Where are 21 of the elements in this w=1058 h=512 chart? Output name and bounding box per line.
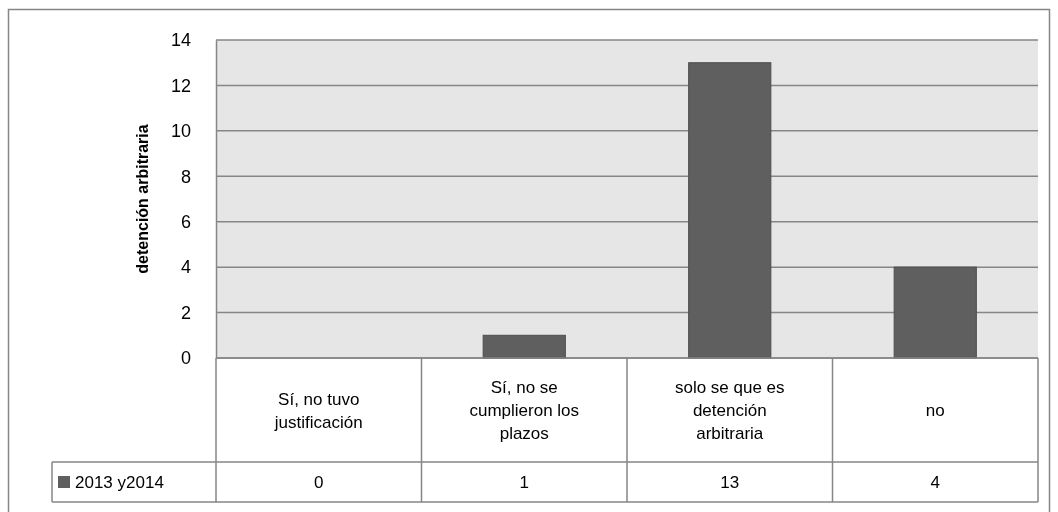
y-tick-label: 12 bbox=[170, 75, 191, 96]
x-tick-label: Sí, no se cumplieron los plazos bbox=[469, 378, 580, 443]
x-tick-label: no bbox=[925, 401, 945, 420]
x-tick-label: solo se que es detención arbitraria bbox=[674, 378, 785, 443]
data-label: 4 bbox=[930, 473, 940, 492]
bar bbox=[482, 334, 566, 359]
y-tick-label: 4 bbox=[180, 257, 191, 278]
legend-label: 2013 y2014 bbox=[75, 473, 164, 492]
y-axis-title: detención arbitraria bbox=[134, 124, 151, 274]
data-label: 0 bbox=[314, 473, 324, 492]
data-label: 1 bbox=[519, 473, 529, 492]
y-tick-label: 8 bbox=[180, 166, 191, 187]
bar bbox=[893, 266, 977, 359]
y-tick-label: 0 bbox=[180, 348, 191, 369]
y-tick-label: 10 bbox=[170, 121, 191, 142]
y-tick-label: 14 bbox=[170, 30, 191, 51]
y-tick-label: 2 bbox=[180, 302, 191, 323]
x-tick-label: Sí, no tuvo justificación bbox=[273, 389, 363, 432]
bar bbox=[688, 62, 772, 359]
y-tick-label: 6 bbox=[180, 211, 191, 232]
data-label: 13 bbox=[720, 473, 740, 492]
